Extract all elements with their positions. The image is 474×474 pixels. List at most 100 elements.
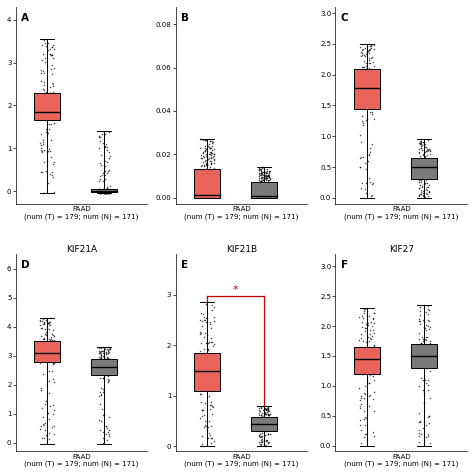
Point — [39, 91, 47, 98]
Point — [418, 146, 426, 154]
Point — [255, 431, 262, 438]
Point — [366, 335, 374, 342]
Point — [203, 160, 210, 168]
Point — [97, 374, 104, 382]
Point — [106, 426, 113, 434]
Point — [362, 363, 369, 370]
Point — [364, 102, 372, 109]
Point — [357, 68, 365, 76]
Point — [104, 347, 111, 355]
Point — [257, 166, 264, 173]
Point — [264, 192, 272, 200]
Point — [100, 189, 108, 196]
Point — [98, 365, 106, 373]
Point — [104, 355, 111, 362]
Point — [416, 164, 423, 172]
Point — [369, 345, 377, 352]
Point — [424, 377, 432, 384]
Point — [420, 149, 428, 156]
Point — [39, 104, 46, 112]
Point — [36, 321, 44, 329]
Point — [103, 189, 110, 197]
Point — [419, 150, 427, 158]
Point — [95, 392, 103, 400]
Point — [423, 344, 430, 352]
Point — [207, 354, 214, 361]
Point — [366, 326, 374, 334]
Point — [49, 341, 56, 348]
Point — [204, 176, 211, 183]
Point — [103, 158, 110, 165]
Point — [359, 370, 366, 378]
Point — [419, 353, 427, 360]
Point — [203, 180, 211, 187]
Point — [101, 189, 109, 197]
Point — [422, 379, 429, 387]
Point — [259, 176, 266, 184]
Point — [370, 78, 378, 85]
Point — [196, 347, 204, 355]
Point — [357, 91, 365, 98]
Point — [95, 187, 102, 194]
Point — [363, 352, 370, 360]
Point — [259, 182, 267, 190]
Point — [262, 171, 270, 179]
Point — [264, 187, 272, 195]
Point — [37, 422, 45, 430]
Point — [261, 421, 269, 429]
Point — [210, 372, 218, 379]
Point — [363, 84, 370, 92]
Point — [105, 432, 113, 439]
Point — [365, 98, 373, 105]
Point — [416, 360, 423, 368]
Point — [42, 104, 50, 111]
Point — [104, 187, 112, 195]
Point — [265, 419, 273, 426]
Point — [197, 442, 205, 449]
Point — [421, 398, 428, 405]
Point — [47, 350, 55, 357]
Point — [40, 350, 48, 358]
Point — [258, 437, 266, 445]
Point — [208, 378, 215, 385]
Point — [103, 368, 110, 376]
Point — [209, 367, 217, 375]
Point — [100, 190, 107, 197]
Point — [205, 366, 212, 374]
Point — [370, 351, 377, 359]
Point — [264, 191, 272, 198]
Point — [95, 356, 103, 364]
Point — [46, 90, 54, 97]
Point — [199, 158, 207, 166]
Point — [101, 356, 109, 363]
Point — [360, 408, 367, 415]
Point — [264, 191, 272, 198]
Point — [417, 363, 425, 371]
Point — [47, 353, 55, 360]
Point — [360, 119, 367, 127]
Point — [210, 366, 218, 374]
Point — [50, 109, 58, 117]
Point — [203, 183, 211, 191]
Point — [208, 150, 215, 157]
Point — [260, 183, 267, 191]
Point — [46, 110, 54, 118]
Point — [98, 130, 106, 137]
Point — [367, 77, 375, 85]
Point — [425, 413, 432, 421]
Point — [266, 420, 273, 428]
Point — [203, 192, 211, 200]
Point — [357, 70, 365, 77]
Point — [266, 417, 273, 424]
Point — [420, 156, 428, 164]
Text: F: F — [341, 260, 348, 270]
Point — [49, 82, 56, 90]
Point — [259, 424, 267, 431]
Point — [425, 146, 432, 154]
Point — [203, 335, 210, 343]
Point — [48, 113, 56, 120]
Point — [362, 338, 370, 346]
Point — [369, 355, 376, 363]
Point — [416, 165, 424, 173]
Point — [201, 350, 209, 357]
